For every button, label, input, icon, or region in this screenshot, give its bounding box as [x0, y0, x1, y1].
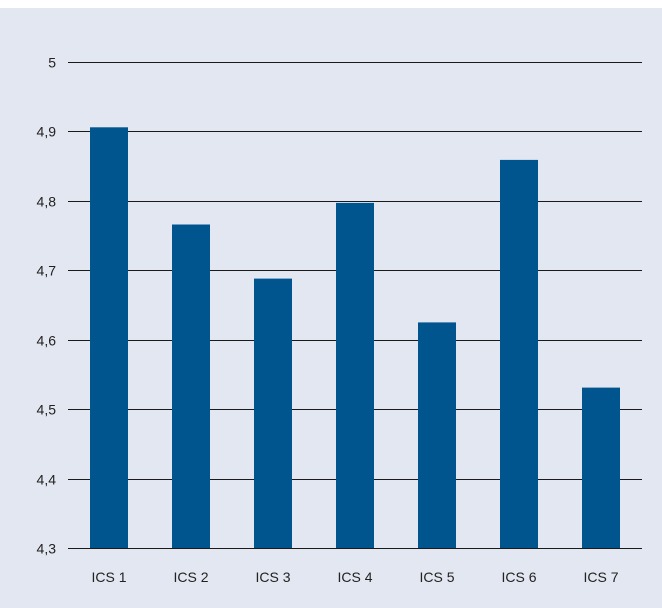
bar: [90, 127, 128, 549]
bar: [254, 278, 292, 548]
x-tick-label: ICS 4: [337, 569, 372, 585]
bar: [500, 159, 538, 548]
x-tick-label: ICS 1: [91, 569, 126, 585]
x-tick-label: ICS 5: [419, 569, 454, 585]
y-axis-ticks: 4,3 4,4 4,5 4,6 4,7 4,8 4,9 5: [37, 55, 57, 557]
x-axis-ticks: ICS 1 ICS 2 ICS 3 ICS 4 ICS 5 ICS 6 ICS 7: [91, 569, 618, 585]
y-tick-label: 4,8: [37, 194, 57, 210]
bar: [582, 387, 620, 548]
x-tick-label: ICS 2: [173, 569, 208, 585]
y-tick-label: 5: [48, 55, 56, 71]
bar: [172, 224, 210, 548]
y-tick-label: 4,3: [37, 541, 57, 557]
x-tick-label: ICS 7: [583, 569, 618, 585]
y-tick-label: 4,4: [37, 472, 57, 488]
y-tick-label: 4,7: [37, 263, 57, 279]
bars: [90, 127, 620, 549]
bar: [336, 202, 374, 548]
bar: [418, 322, 456, 548]
y-tick-label: 4,5: [37, 402, 57, 418]
x-tick-label: ICS 6: [501, 569, 536, 585]
y-tick-label: 4,9: [37, 124, 57, 140]
y-tick-label: 4,6: [37, 333, 57, 349]
x-tick-label: ICS 3: [255, 569, 290, 585]
